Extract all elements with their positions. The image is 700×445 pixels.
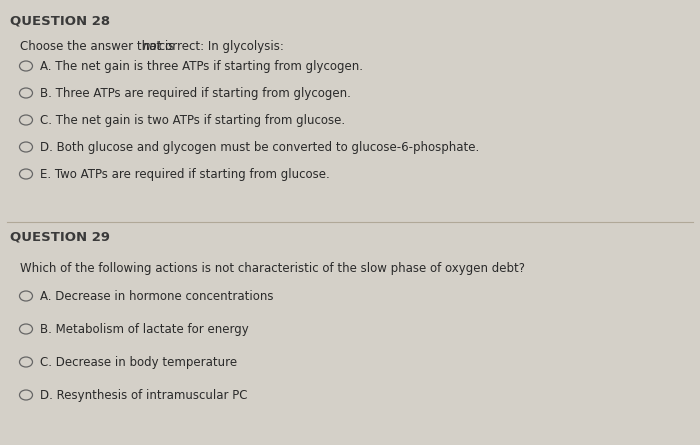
Text: C. Decrease in body temperature: C. Decrease in body temperature	[40, 356, 237, 369]
Text: A. Decrease in hormone concentrations: A. Decrease in hormone concentrations	[40, 290, 274, 303]
Text: correct: In glycolysis:: correct: In glycolysis:	[155, 40, 284, 53]
Text: D. Resynthesis of intramuscular PC: D. Resynthesis of intramuscular PC	[40, 389, 248, 402]
Text: D. Both glucose and glycogen must be converted to glucose-6-phosphate.: D. Both glucose and glycogen must be con…	[40, 141, 480, 154]
Text: Choose the answer that is: Choose the answer that is	[20, 40, 178, 53]
Text: not: not	[143, 40, 162, 53]
Text: B. Metabolism of lactate for energy: B. Metabolism of lactate for energy	[40, 323, 248, 336]
Text: Which of the following actions is not characteristic of the slow phase of oxygen: Which of the following actions is not ch…	[20, 262, 525, 275]
Text: QUESTION 29: QUESTION 29	[10, 230, 110, 243]
Text: QUESTION 28: QUESTION 28	[10, 14, 110, 27]
Text: E. Two ATPs are required if starting from glucose.: E. Two ATPs are required if starting fro…	[40, 168, 330, 181]
Text: C. The net gain is two ATPs if starting from glucose.: C. The net gain is two ATPs if starting …	[40, 114, 345, 127]
Text: A. The net gain is three ATPs if starting from glycogen.: A. The net gain is three ATPs if startin…	[40, 60, 363, 73]
Text: B. Three ATPs are required if starting from glycogen.: B. Three ATPs are required if starting f…	[40, 87, 351, 100]
